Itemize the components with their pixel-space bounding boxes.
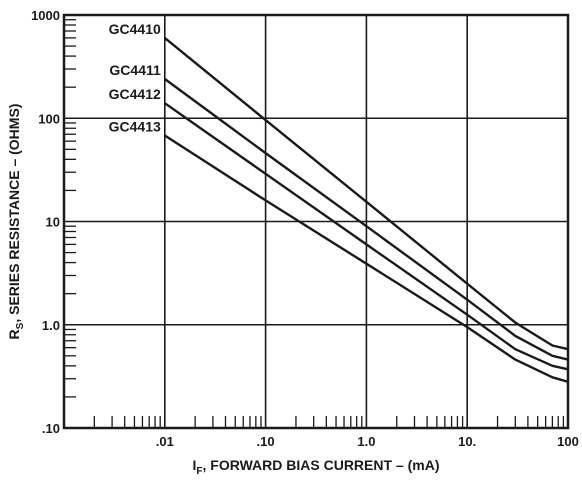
series-line-gc4410 [164, 36, 569, 351]
x-tick-label: 100 [557, 434, 579, 449]
series-label-gc4411: GC4411 [109, 62, 161, 78]
series-line-gc4411 [164, 78, 569, 361]
y-tick-label: .10 [42, 421, 60, 436]
series-labels: GC4410 GC4411 GC4412 GC4413 [109, 21, 161, 135]
y-tick-label: 10 [46, 215, 60, 230]
series-lines [164, 36, 569, 383]
y-tick-label: 1.0 [42, 318, 60, 333]
y-tick-label: 100 [38, 111, 60, 126]
series-label-gc4410: GC4410 [109, 21, 161, 37]
y-tick-label: 1000 [31, 8, 60, 23]
minor-ticks [64, 19, 565, 428]
x-axis-label-sub: F [196, 466, 202, 477]
y-axis-label-main: R [6, 329, 22, 339]
series-label-gc4412: GC4412 [109, 86, 161, 102]
x-tick-label: 10. [458, 434, 476, 449]
x-axis-label: IF, FORWARD BIAS CURRENT – (mA) [193, 457, 440, 477]
x-tick-label: 1.0 [357, 434, 375, 449]
y-axis-label-sub: S [15, 322, 26, 329]
series-label-gc4413: GC4413 [109, 119, 161, 135]
x-tick-labels: .01 .10 1.0 10. 100 [156, 434, 579, 449]
y-tick-labels: .10 1.0 10 100 1000 [31, 8, 60, 436]
x-tick-label: .10 [257, 434, 275, 449]
series-line-gc4413 [164, 134, 569, 383]
plot-frame [62, 13, 570, 430]
y-axis-label: RS, SERIES RESISTANCE – (OHMS) [6, 104, 26, 340]
x-axis-label-main: I [193, 457, 197, 473]
y-axis-label-rest: , SERIES RESISTANCE – (OHMS) [6, 104, 22, 323]
x-tick-label: .01 [156, 434, 174, 449]
series-line-gc4412 [164, 102, 569, 371]
x-axis-label-rest: , FORWARD BIAS CURRENT – (mA) [203, 457, 440, 473]
